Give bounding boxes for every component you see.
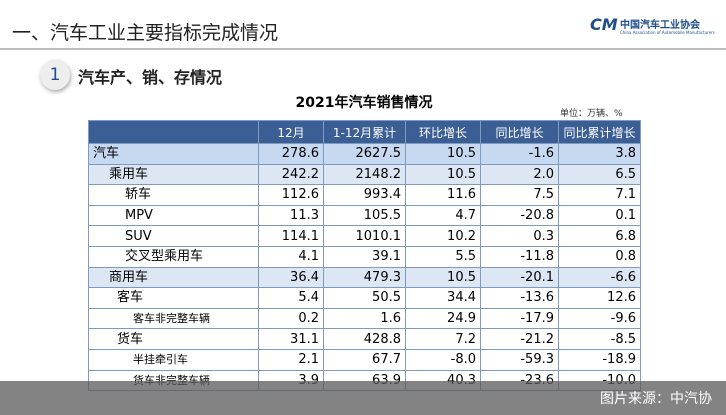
value-cell: 50.5 bbox=[323, 287, 406, 309]
value-cell: 5.4 bbox=[258, 287, 324, 309]
value-cell: 36.4 bbox=[258, 266, 324, 289]
logo-mark: CM bbox=[590, 15, 618, 34]
label-cell: 汽车 bbox=[88, 143, 259, 165]
value-cell: 242.2 bbox=[258, 163, 324, 186]
logo-en: China Association of Automobile Manufact… bbox=[620, 30, 715, 35]
row: 交叉型乘用车 4.1 39.1 5.5 -11.8 0.8 bbox=[88, 245, 641, 268]
value-cell: -1.6 bbox=[480, 143, 559, 165]
value-cell: 10.5 bbox=[405, 266, 481, 289]
value-cell: 112.6 bbox=[258, 184, 324, 206]
row: 客车非完整车辆 0.2 1.6 24.9 -17.9 -9.6 bbox=[88, 307, 641, 330]
value-cell: -6.6 bbox=[558, 266, 641, 289]
value-cell: -13.6 bbox=[480, 287, 559, 309]
value-cell: 10.2 bbox=[405, 225, 481, 247]
value-cell: 0.3 bbox=[480, 225, 559, 247]
value-cell: 10.5 bbox=[405, 143, 481, 165]
row: 客车 5.4 50.5 34.4 -13.6 12.6 bbox=[88, 287, 641, 309]
value-cell: 7.1 bbox=[558, 184, 641, 206]
row: 商用车 36.4 479.3 10.5 -20.1 -6.6 bbox=[88, 266, 641, 289]
value-cell: 428.8 bbox=[323, 328, 406, 350]
header-cell: 环比增长 bbox=[405, 120, 481, 144]
section-number: 1 bbox=[40, 60, 70, 90]
value-cell: 39.1 bbox=[323, 245, 406, 268]
label-cell: 乘用车 bbox=[88, 163, 259, 186]
value-cell: 2627.5 bbox=[323, 143, 406, 165]
value-cell: 1.6 bbox=[323, 307, 406, 330]
label-cell: 半挂牵引车 bbox=[88, 348, 259, 371]
header-cell: 同比增长 bbox=[480, 120, 559, 144]
value-cell: -9.6 bbox=[558, 307, 641, 330]
value-cell: 34.4 bbox=[405, 287, 481, 309]
value-cell: 0.1 bbox=[558, 204, 641, 227]
value-cell: 2.0 bbox=[480, 163, 559, 186]
value-cell: 11.6 bbox=[405, 184, 481, 206]
label-cell: 商用车 bbox=[88, 266, 259, 289]
value-cell: -20.1 bbox=[480, 266, 559, 289]
label-cell: 客车 bbox=[88, 287, 259, 309]
value-cell: 7.2 bbox=[405, 328, 481, 350]
value-cell: 6.8 bbox=[558, 225, 641, 247]
unit: 单位：万辆、% bbox=[560, 109, 623, 119]
value-cell: 6.5 bbox=[558, 163, 641, 186]
value-cell: -21.2 bbox=[480, 328, 559, 350]
label-cell: SUV bbox=[88, 225, 259, 247]
value-cell: 993.4 bbox=[323, 184, 406, 206]
divider bbox=[0, 48, 726, 50]
value-cell: 12.6 bbox=[558, 287, 641, 309]
value-cell: -17.9 bbox=[480, 307, 559, 330]
row: 货车 31.1 428.8 7.2 -21.2 -8.5 bbox=[88, 328, 641, 350]
row: 乘用车 242.2 2148.2 10.5 2.0 6.5 bbox=[88, 163, 641, 186]
value-cell: 1010.1 bbox=[323, 225, 406, 247]
header-cell: 12月 bbox=[258, 120, 324, 144]
value-cell: -8.5 bbox=[558, 328, 641, 350]
row: 汽车 278.6 2627.5 10.5 -1.6 3.8 bbox=[88, 143, 641, 165]
value-cell: 31.1 bbox=[258, 328, 324, 350]
value-cell: 4.7 bbox=[405, 204, 481, 227]
header-title: 一、汽车工业主要指标完成情况 bbox=[12, 22, 279, 44]
value-cell: 2.1 bbox=[258, 348, 324, 371]
value-cell: 10.5 bbox=[405, 163, 481, 186]
value-cell: -59.3 bbox=[480, 348, 559, 371]
label-cell: 交叉型乘用车 bbox=[88, 245, 259, 268]
value-cell: 114.1 bbox=[258, 225, 324, 247]
value-cell: 0.2 bbox=[258, 307, 324, 330]
value-cell: 0.8 bbox=[558, 245, 641, 268]
value-cell: 67.7 bbox=[323, 348, 406, 371]
header-cell: 同比累计增长 bbox=[558, 120, 641, 144]
value-cell: -18.9 bbox=[558, 348, 641, 371]
row: MPV 11.3 105.5 4.7 -20.8 0.1 bbox=[88, 204, 641, 227]
value-cell: -8.0 bbox=[405, 348, 481, 371]
header-cell bbox=[88, 120, 259, 144]
label-cell: 轿车 bbox=[88, 184, 259, 206]
value-cell: 2148.2 bbox=[323, 163, 406, 186]
value-cell: 479.3 bbox=[323, 266, 406, 289]
logo-text: 中国汽车工业协会 bbox=[620, 20, 700, 31]
value-cell: 11.3 bbox=[258, 204, 324, 227]
label-cell: 客车非完整车辆 bbox=[88, 307, 259, 330]
value-cell: 4.1 bbox=[258, 245, 324, 268]
value-cell: 24.9 bbox=[405, 307, 481, 330]
label-cell: MPV bbox=[88, 204, 259, 227]
row: 半挂牵引车 2.1 67.7 -8.0 -59.3 -18.9 bbox=[88, 348, 641, 371]
row: SUV 114.1 1010.1 10.2 0.3 6.8 bbox=[88, 225, 641, 247]
value-cell: 7.5 bbox=[480, 184, 559, 206]
value-cell: -20.8 bbox=[480, 204, 559, 227]
table-title: 2021年汽车销售情况 bbox=[295, 95, 433, 111]
value-cell: 278.6 bbox=[258, 143, 324, 165]
header-cell: 1-12月累计 bbox=[323, 120, 406, 144]
row: 轿车 112.6 993.4 11.6 7.5 7.1 bbox=[88, 184, 641, 206]
section-title: 汽车产、销、存情况 bbox=[78, 68, 223, 87]
caption-bar bbox=[0, 381, 726, 415]
table: 12月 1-12月累计 环比增长 同比增长 同比累计增长 汽车 278.6 2627.5 10.… bbox=[88, 120, 641, 392]
value-cell: 5.5 bbox=[405, 245, 481, 268]
header-row: 12月 1-12月累计 环比增长 同比增长 同比累计增长 bbox=[88, 120, 641, 144]
caption: 图片来源：中汽协 bbox=[600, 391, 712, 407]
value-cell: 3.8 bbox=[558, 143, 641, 165]
value-cell: -11.8 bbox=[480, 245, 559, 268]
label-cell: 货车 bbox=[88, 328, 259, 350]
value-cell: 105.5 bbox=[323, 204, 406, 227]
